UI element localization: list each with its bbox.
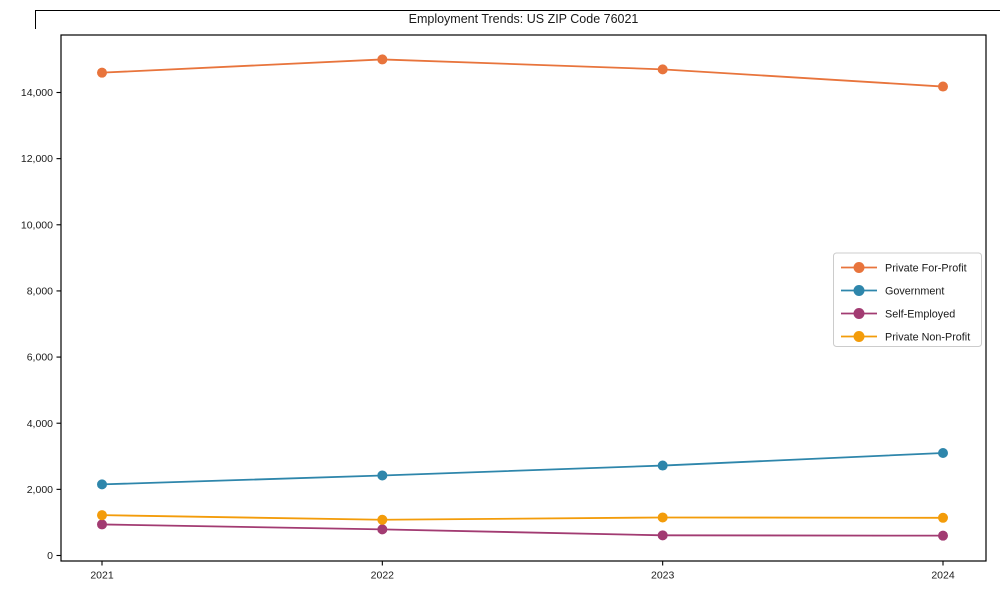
legend: Private For-Profit Government Self-Employe… (833, 252, 982, 347)
data-point (377, 514, 388, 525)
legend-entry: Self-Employed (841, 308, 955, 320)
data-point (657, 64, 668, 75)
series-line (101, 452, 944, 486)
y-tick-label: 10,000 (21, 219, 53, 231)
series-government (97, 447, 948, 490)
legend-entry: Government (841, 285, 944, 297)
y-tick-label: 0 (47, 550, 53, 562)
legend-label: Private For-Profit (885, 262, 967, 274)
y-tick-label: 4,000 (27, 418, 53, 430)
window-frame-edge (35, 10, 1000, 29)
x-tick-label: 2023 (651, 570, 675, 582)
data-point (938, 512, 948, 523)
y-tick-label: 14,000 (21, 87, 53, 99)
legend-label: Government (885, 285, 944, 297)
series-self-employed (97, 519, 948, 541)
data-point (938, 81, 948, 92)
y-axis: 0 2,000 4,000 6,000 8,000 10,000 12,000 14,000 (21, 87, 61, 562)
data-point (377, 54, 388, 65)
series-line (101, 58, 944, 88)
legend-marker (853, 285, 865, 296)
series-private-for-profit (97, 54, 948, 92)
data-point (97, 479, 107, 490)
legend-marker (853, 262, 865, 273)
legend-box (833, 252, 982, 347)
data-point (657, 460, 668, 471)
plot-border (60, 34, 987, 562)
legend-entry: Private Non-Profit (841, 331, 970, 343)
y-tick-label: 8,000 (27, 286, 53, 298)
y-tick-label: 2,000 (27, 484, 53, 496)
series-line (101, 523, 944, 537)
data-point (938, 530, 948, 541)
x-tick-label: 2024 (931, 570, 955, 582)
series-line (101, 514, 944, 521)
data-point (97, 510, 107, 521)
x-tick-label: 2021 (90, 570, 114, 582)
y-tick-label: 6,000 (27, 352, 53, 364)
data-point (377, 524, 388, 535)
legend-marker (853, 308, 865, 319)
data-point (97, 67, 107, 78)
data-point (657, 512, 668, 523)
legend-entry: Private For-Profit (841, 262, 967, 274)
series-private-non-profit (97, 510, 948, 525)
data-point (657, 530, 668, 541)
data-point (377, 470, 388, 481)
data-point (97, 519, 107, 530)
x-tick-label: 2022 (371, 570, 395, 582)
data-point (938, 447, 948, 458)
x-axis: 2021 2022 2023 2024 (90, 561, 955, 582)
chart-title: Employment Trends: US ZIP Code 76021 (408, 12, 639, 26)
legend-marker (853, 331, 865, 342)
legend-label: Private Non-Profit (885, 331, 970, 343)
legend-label: Self-Employed (885, 308, 955, 320)
y-tick-label: 12,000 (21, 153, 53, 165)
